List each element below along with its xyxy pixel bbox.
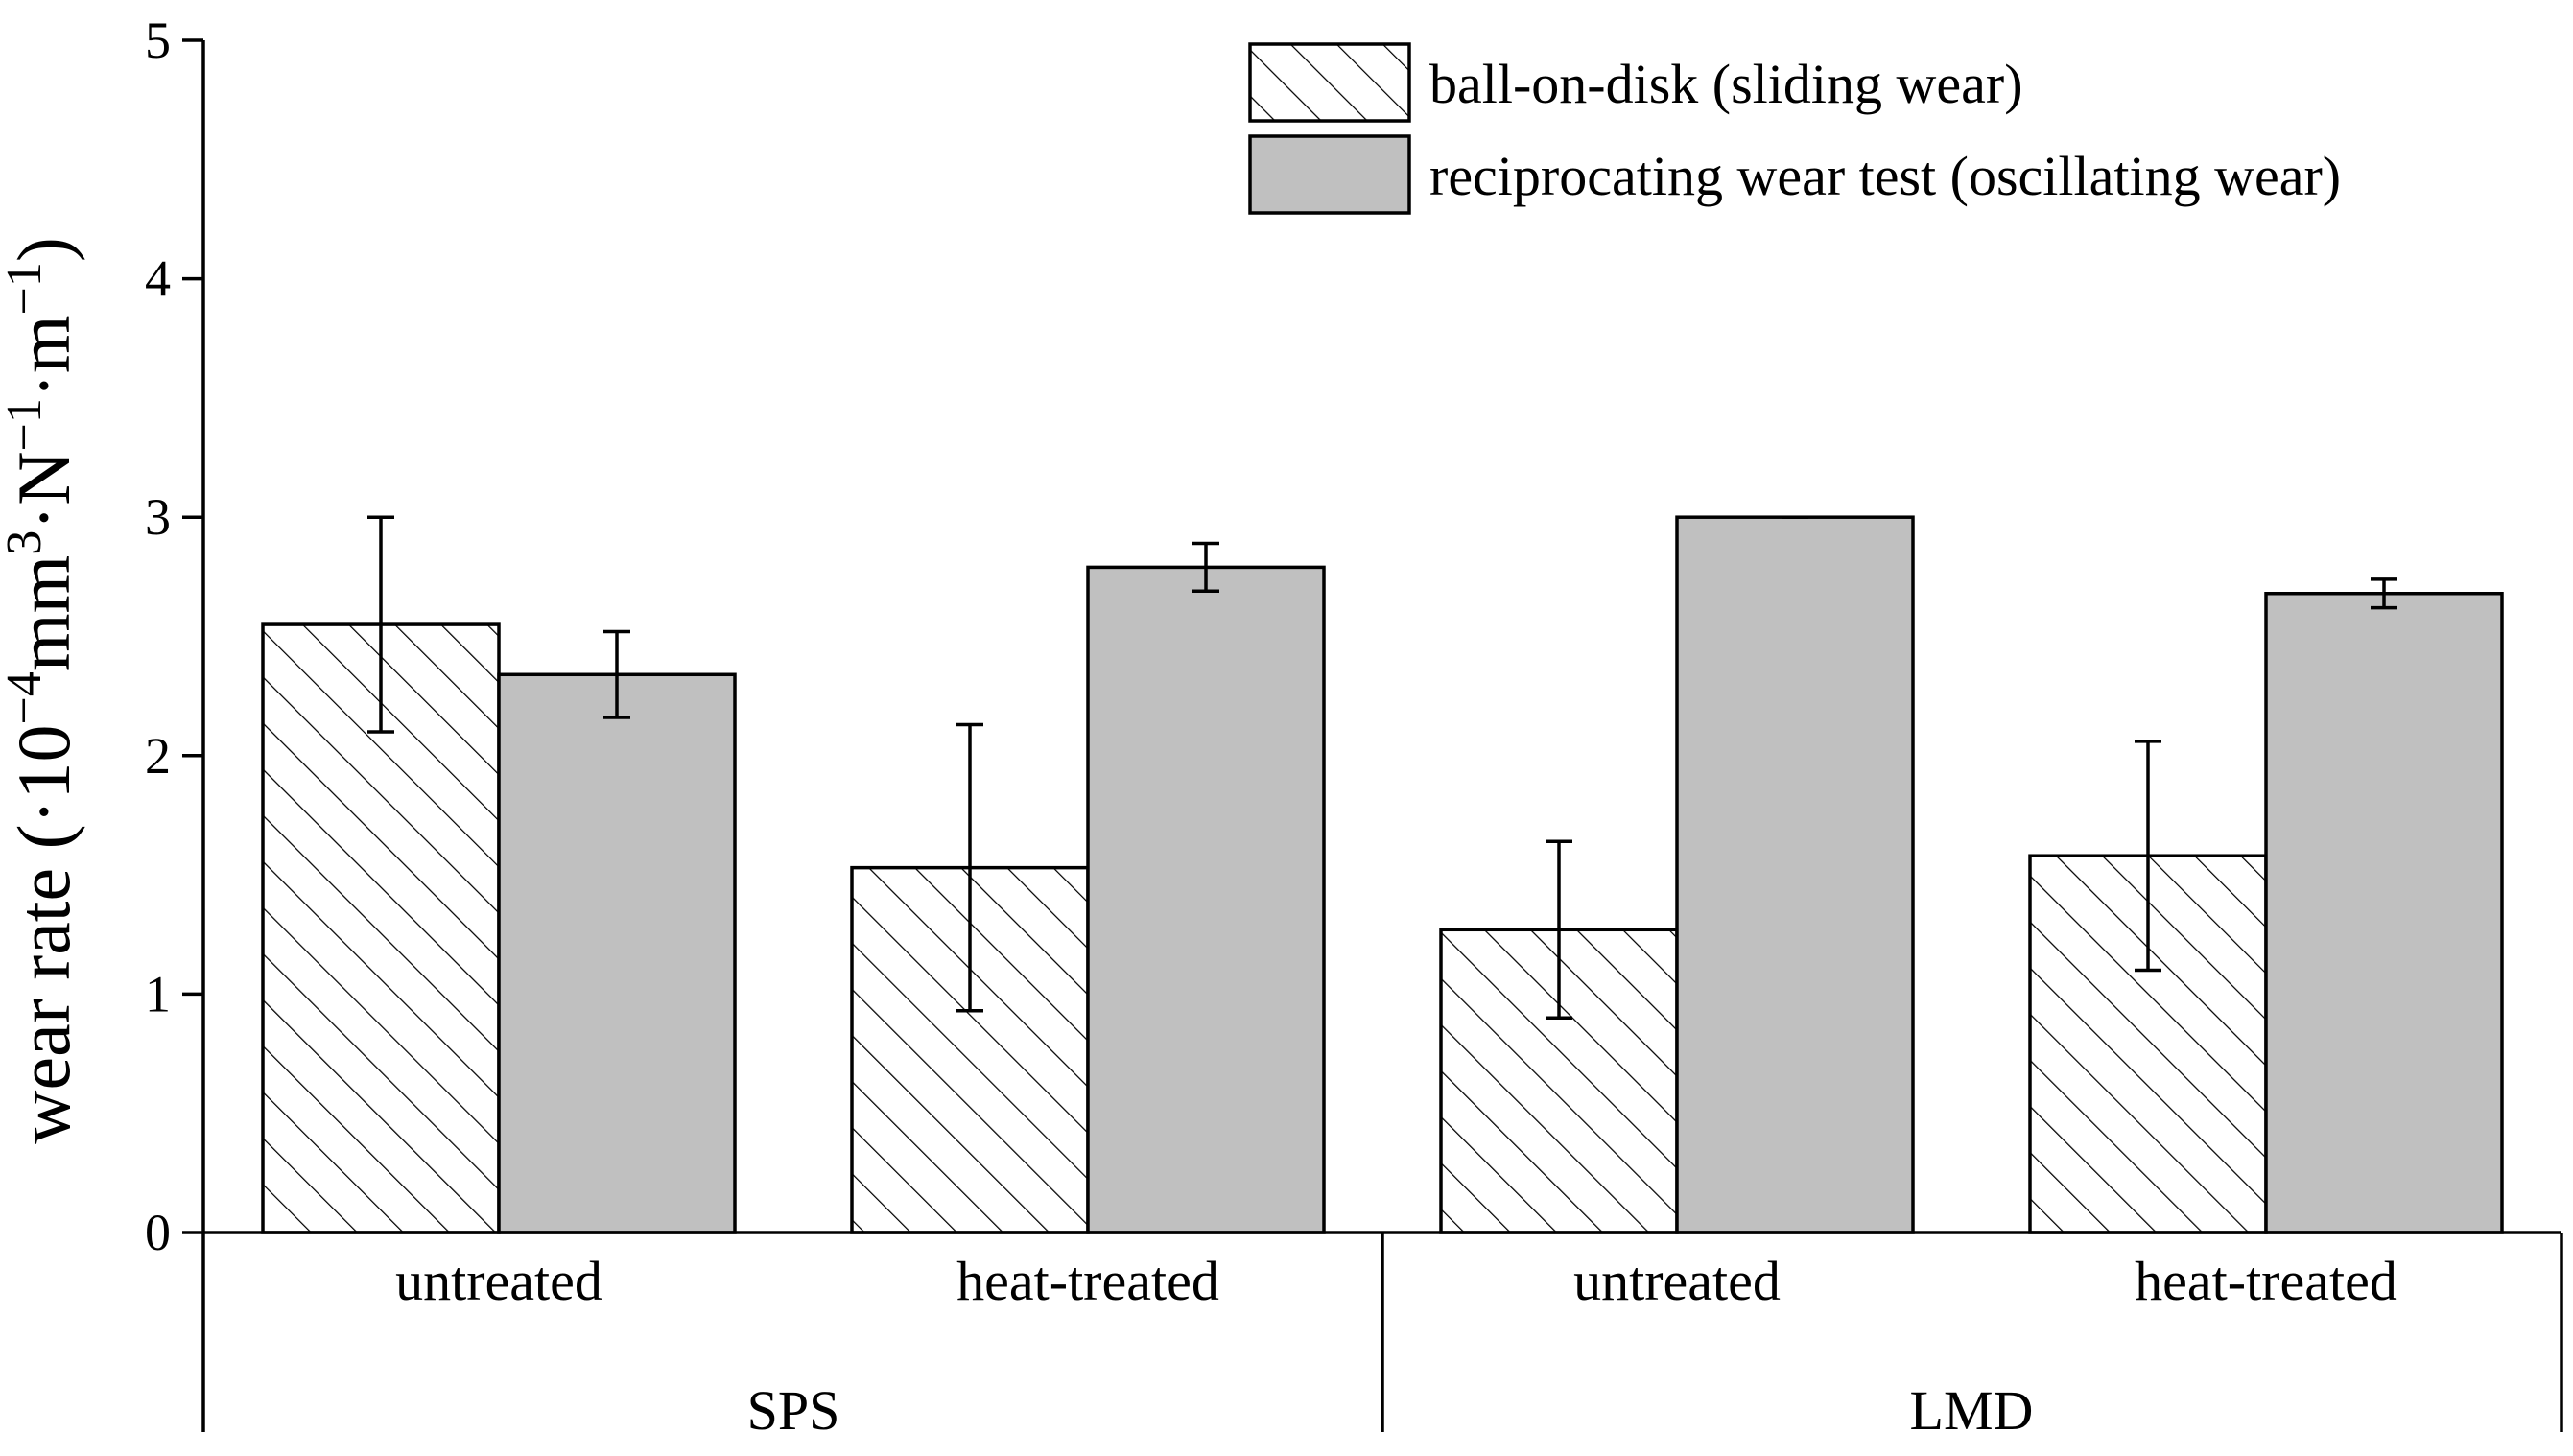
error-bar-reciprocating-3 — [2371, 577, 2397, 610]
group-labels: SPS LMD — [747, 1379, 2034, 1442]
legend-label-reciprocating: reciprocating wear test (oscillating wea… — [1429, 145, 2341, 207]
bar-reciprocating-1 — [1086, 565, 1326, 1234]
error-bars-layer — [367, 515, 2397, 1021]
error-bar-reciprocating-0 — [603, 629, 630, 719]
y-tick-label-5: 5 — [145, 12, 171, 69]
group-label-lmd: LMD — [1910, 1379, 2034, 1442]
category-label-1: heat-treated — [956, 1250, 1219, 1312]
error-bar-ball-on-disk-2 — [1546, 839, 1572, 1021]
category-label-3: heat-treated — [2135, 1250, 2397, 1312]
error-bar-ball-on-disk-1 — [956, 722, 983, 1013]
bar-reciprocating-0 — [497, 672, 737, 1234]
group-label-sps: SPS — [747, 1379, 840, 1442]
bar-reciprocating-2 — [1675, 515, 1915, 1234]
legend: ball-on-disk (sliding wear) reciprocatin… — [1248, 42, 2341, 215]
y-tick-label-3: 3 — [145, 488, 171, 546]
legend-label-ball-on-disk: ball-on-disk (sliding wear) — [1429, 53, 2023, 115]
legend-swatch-reciprocating — [1248, 134, 1411, 215]
y-tick-label-2: 2 — [145, 727, 171, 785]
legend-swatch-ball-on-disk — [1248, 42, 1411, 123]
bars-layer — [261, 515, 2504, 1234]
y-tick-label-0: 0 — [145, 1204, 171, 1261]
y-axis-label: wear rate (·10−4mm3·N−1·m−1) — [0, 237, 85, 1144]
bar-reciprocating-3 — [2264, 592, 2504, 1234]
error-bar-ball-on-disk-3 — [2135, 740, 2161, 973]
y-axis-ticks: 0 1 2 3 4 5 — [145, 12, 203, 1261]
error-bar-ball-on-disk-0 — [367, 515, 394, 734]
category-label-2: untreated — [1573, 1250, 1781, 1312]
error-bar-reciprocating-1 — [1192, 541, 1219, 594]
y-tick-label-4: 4 — [145, 250, 171, 308]
category-label-0: untreated — [395, 1250, 602, 1312]
y-tick-label-1: 1 — [145, 965, 171, 1022]
category-labels: untreated heat-treated untreated heat-treat… — [395, 1250, 2397, 1312]
